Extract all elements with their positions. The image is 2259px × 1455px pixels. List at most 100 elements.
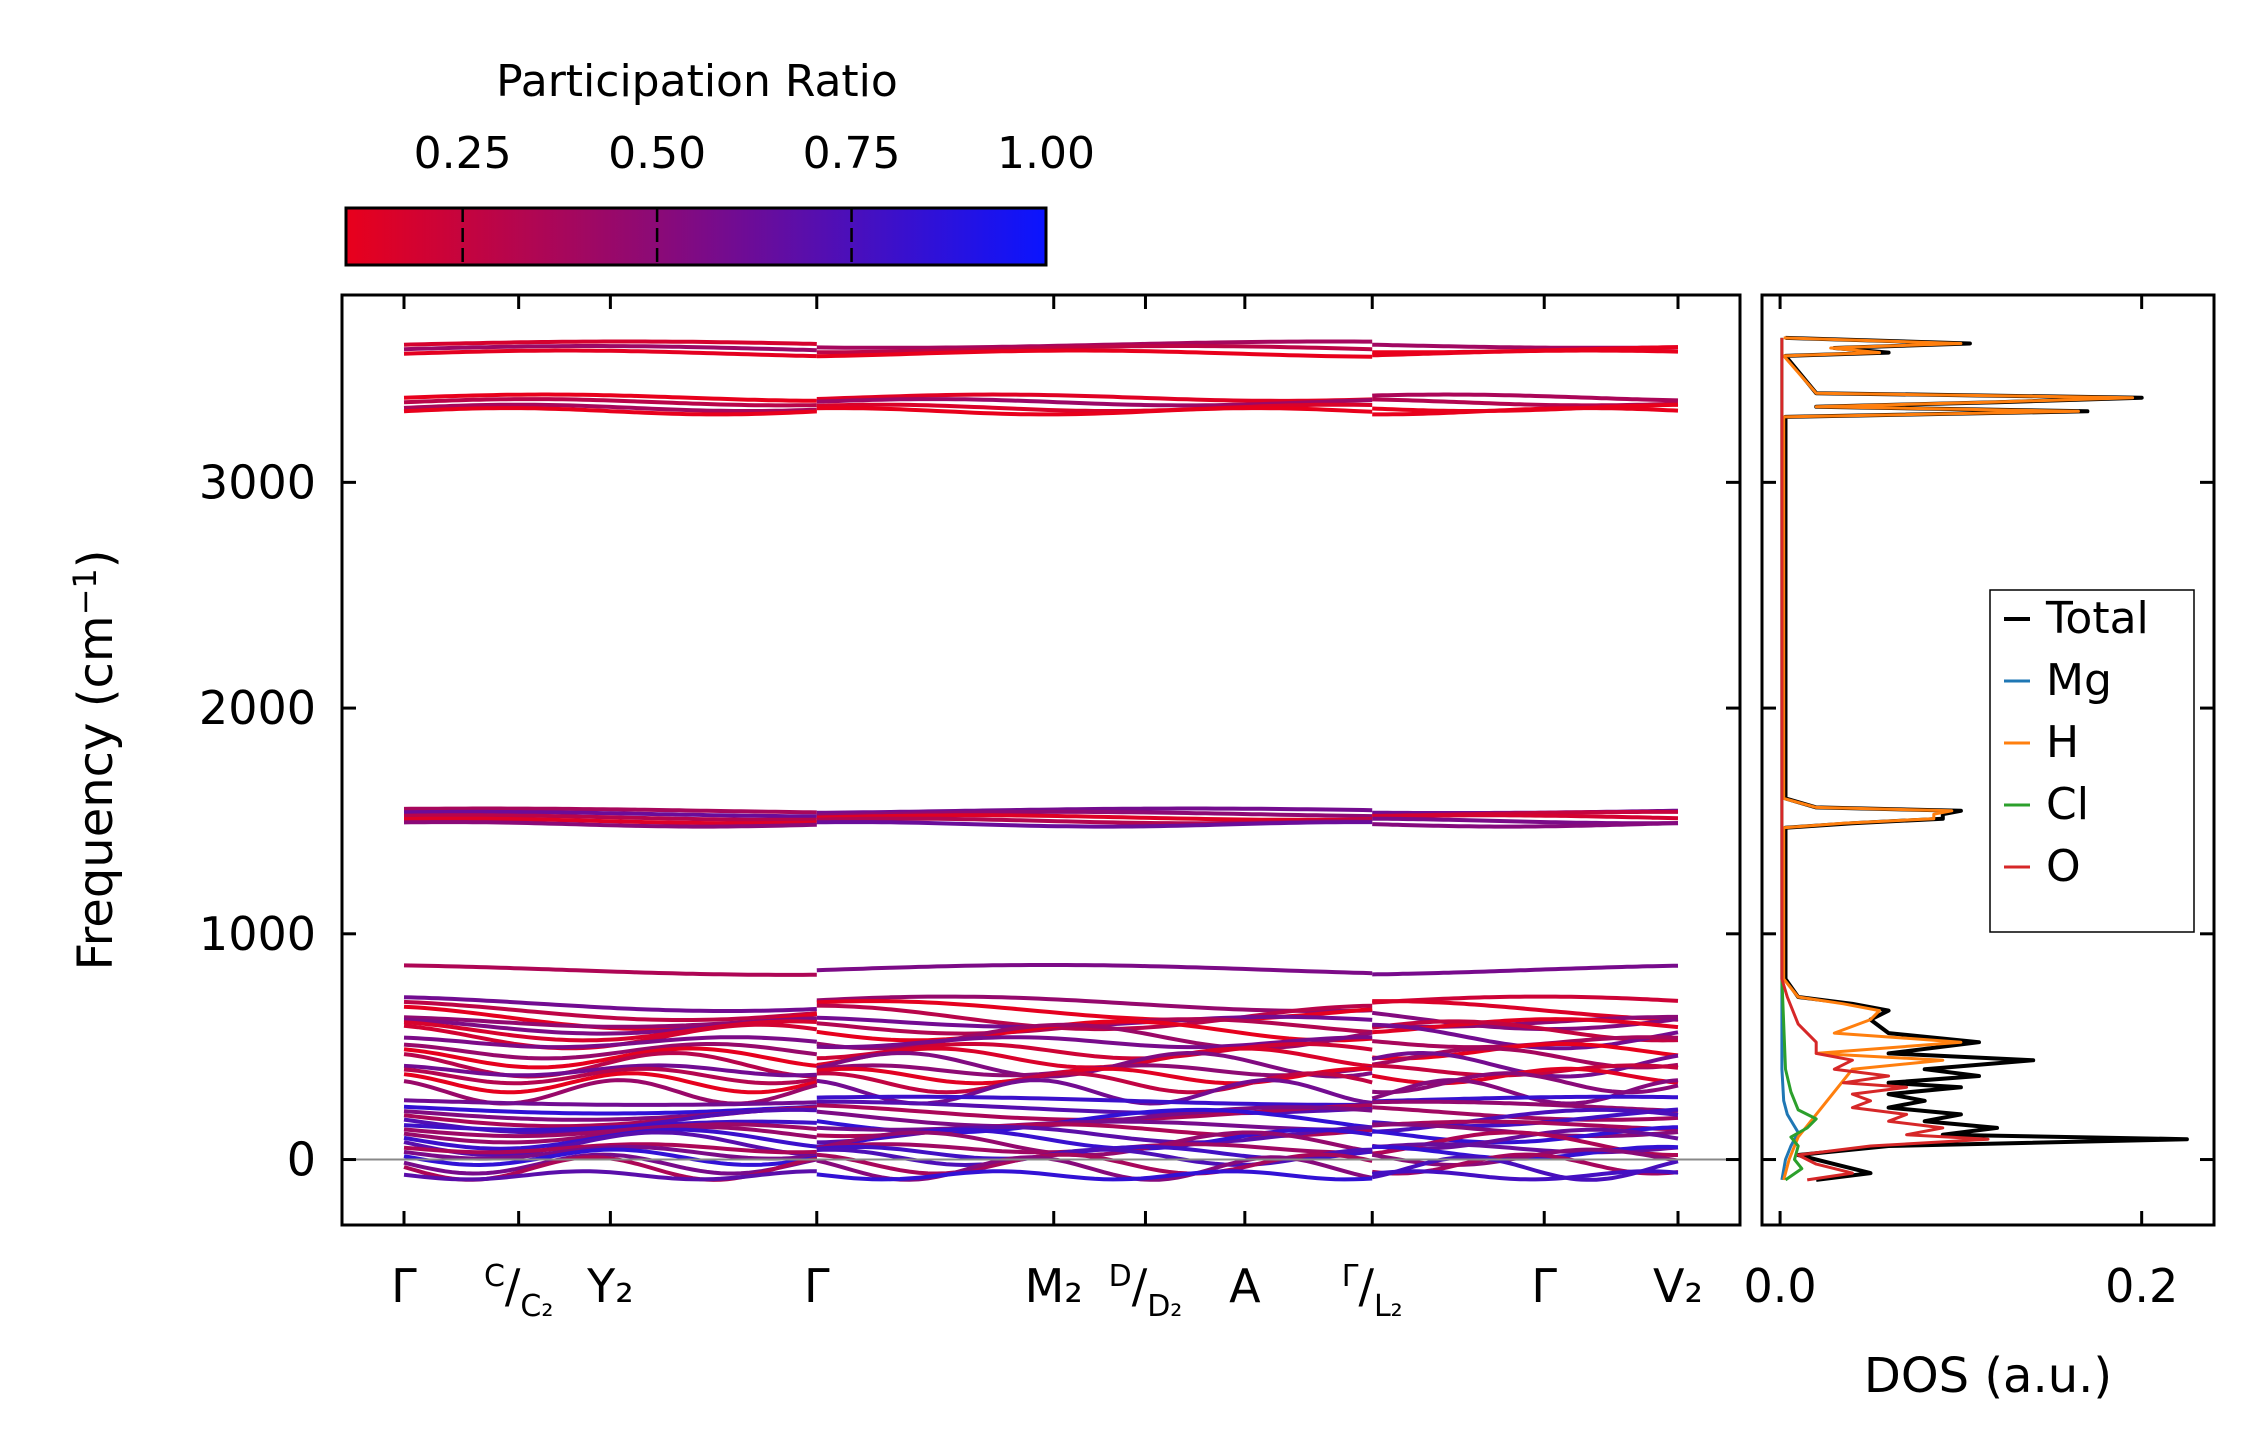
phonon-band [403, 397, 817, 408]
phonon-band [816, 1019, 1373, 1043]
phonon-band [816, 406, 1373, 417]
y-tick-label: 0 [287, 1133, 316, 1187]
phonon-band [403, 1147, 818, 1168]
legend-frame [1989, 589, 2195, 933]
phonon-band [403, 339, 817, 347]
phonon-band [403, 1169, 817, 1182]
phonon-band [403, 813, 817, 822]
phonon-band [1372, 994, 1679, 1005]
phonon-band [816, 809, 1373, 819]
dos-series-mg [1780, 337, 1800, 1181]
phonon-band [816, 820, 1373, 829]
kpoint-label: Γ [391, 1259, 417, 1313]
band-plot-frame [340, 293, 1742, 1227]
phonon-band [403, 809, 817, 819]
colorbar-title: Participation Ratio [496, 56, 898, 107]
phonon-band [816, 392, 1373, 403]
phonon-band [1372, 392, 1679, 403]
kpoint-label: A [1229, 1259, 1261, 1313]
phonon-band [816, 813, 1373, 822]
phonon-band [816, 1119, 1373, 1132]
phonon-band [404, 816, 817, 826]
phonon-band [403, 406, 817, 417]
colorbar-tick-label: 0.25 [414, 128, 512, 179]
colorbar-tick-label: 0.75 [803, 128, 901, 179]
phonon-band [816, 1169, 1373, 1182]
phonon-band [1372, 406, 1679, 417]
phonon-band [1372, 813, 1679, 821]
phonon-band [816, 1035, 1373, 1050]
band-y-axis: 0 1000 2000 3000 [199, 455, 1740, 1187]
kpoint-label: D/D₂ [1109, 1259, 1183, 1324]
phonon-band [816, 348, 1373, 359]
phonon-band [403, 1142, 817, 1155]
dos-series-h [1782, 336, 2135, 1181]
dos-x-tick-label: 0.2 [2105, 1259, 2178, 1313]
y-tick-label: 2000 [199, 681, 316, 735]
phonon-band [403, 1098, 817, 1107]
kpoint-label: C/C₂ [484, 1259, 553, 1324]
phonon-band [1372, 348, 1679, 358]
colorbar-tick-label: 0.50 [608, 128, 706, 179]
phonon-band [403, 995, 817, 1013]
legend-label: H [2046, 717, 2079, 768]
kpoint-label: V₂ [1653, 1259, 1703, 1313]
phonon-band [403, 402, 817, 413]
phonon-band [1372, 1042, 1679, 1061]
phonon-band [816, 963, 1373, 976]
phonon-band [1371, 1010, 1679, 1032]
phonon-band [1372, 1169, 1679, 1182]
phonon-band [403, 1152, 818, 1176]
kpoint-label: M₂ [1025, 1259, 1083, 1313]
phonon-band [403, 820, 817, 829]
phonon-band [1372, 1119, 1679, 1132]
kpoint-label: Γ [804, 1259, 830, 1313]
phonon-band [403, 1119, 817, 1132]
dos-lines [1780, 335, 2189, 1182]
phonon-band [816, 1094, 1373, 1107]
dos-series-o [1780, 337, 1990, 1182]
phonon-band [1372, 1107, 1679, 1134]
colorbar [344, 206, 1048, 267]
colorbar-tick-label: 1.00 [997, 128, 1095, 179]
phonon-band [1372, 821, 1679, 829]
legend-label: Total [2045, 593, 2149, 644]
phonon-band [816, 1099, 1373, 1116]
y-tick-label: 1000 [199, 907, 316, 961]
legend-label: Mg [2046, 655, 2112, 706]
phonon-band [403, 1063, 817, 1078]
kpoint-label: Γ/L₂ [1342, 1259, 1403, 1324]
phonon-band [403, 1144, 818, 1161]
legend-label: Cl [2046, 779, 2089, 830]
phonon-band [1371, 1155, 1679, 1182]
kpoint-label: Y₂ [586, 1259, 634, 1313]
phonon-band [403, 392, 817, 403]
phonon-band [1372, 963, 1679, 977]
phonon-band [403, 1042, 818, 1061]
phonon-band [403, 1050, 817, 1079]
phonon-band [1372, 1105, 1679, 1122]
phonon-band [816, 397, 1373, 408]
phonon-band [403, 348, 817, 359]
phonon-band [816, 1130, 1373, 1158]
kpoint-label: Γ [1531, 1259, 1557, 1313]
phonon-band [816, 1022, 1373, 1051]
y-axis-label: Frequency (cm−1) [66, 549, 124, 970]
band-x-axis: Γ C/C₂ Y₂ Γ M₂ D/D₂ A Γ/L₂ Γ V₂ [391, 295, 1703, 1324]
colorbar-tick-labels: 0.25 0.50 0.75 1.00 [414, 128, 1095, 179]
phonon-band [403, 1035, 817, 1050]
legend-label: O [2046, 841, 2081, 892]
phonon-band [816, 1071, 1373, 1095]
phonon-band [403, 1046, 818, 1070]
phonon-band [403, 344, 817, 353]
dos-x-axis-label: DOS (a.u.) [1864, 1348, 2112, 1404]
band-lines [403, 339, 1679, 1182]
phonon-band [816, 1003, 1373, 1032]
dos-legend: Total Mg H Cl O [1989, 589, 2195, 933]
dos-x-tick-label: 0.0 [1744, 1259, 1817, 1313]
dos-series-cl [1780, 337, 1818, 1182]
colorbar-ticks [461, 208, 853, 265]
phonon-band [403, 999, 818, 1022]
phonon-band [816, 402, 1373, 413]
